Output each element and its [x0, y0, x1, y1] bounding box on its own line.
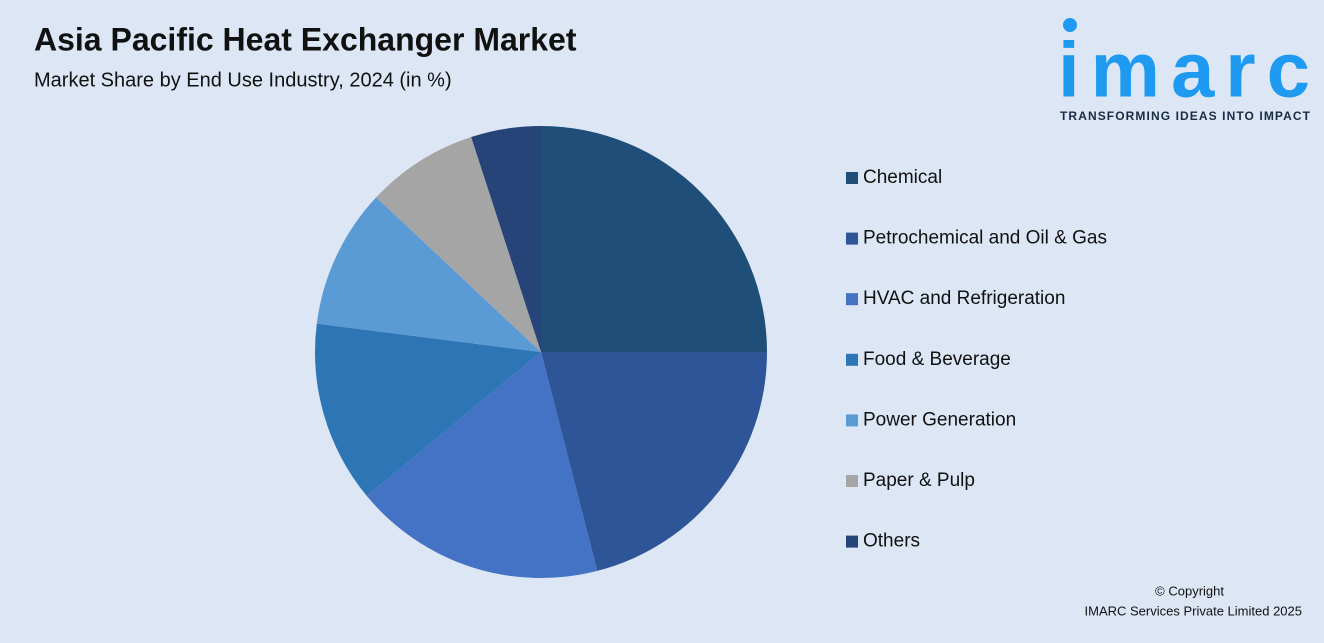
pie-slice [471, 126, 541, 352]
logo: imarc [1058, 26, 1310, 114]
logo-dot [1063, 18, 1077, 32]
pie-slice [316, 197, 541, 352]
legend-label: Power Generation [863, 409, 1016, 430]
logo-tagline: TRANSFORMING IDEAS INTO IMPACT [1060, 109, 1311, 123]
legend-label: Paper & Pulp [863, 470, 975, 491]
legend-label: Chemical [863, 167, 942, 188]
legend-swatch [846, 232, 858, 245]
pie-slice [541, 126, 767, 352]
legend-label: Others [863, 531, 920, 552]
legend-label: HVAC and Refrigeration [863, 288, 1065, 309]
pie-slice [315, 323, 541, 497]
legend-swatch [846, 293, 858, 306]
legend-swatch [846, 172, 858, 184]
pie-slice [366, 352, 598, 578]
copyright-company: IMARC Services Private Limited 2025 [1085, 603, 1302, 618]
pie-slice [541, 352, 767, 571]
legend-swatch [846, 475, 858, 487]
copyright: © Copyright [1155, 583, 1224, 598]
pie-slice [376, 137, 541, 352]
legend-swatch [846, 414, 858, 427]
chart-title: Asia Pacific Heat Exchanger Market [34, 21, 577, 57]
legend-label: Petrochemical and Oil & Gas [863, 228, 1107, 249]
chart-subtitle: Market Share by End Use Industry, 2024 (… [34, 69, 452, 91]
legend-swatch [846, 535, 858, 548]
legend-label: Food & Beverage [863, 349, 1011, 370]
legend-swatch [846, 353, 858, 366]
